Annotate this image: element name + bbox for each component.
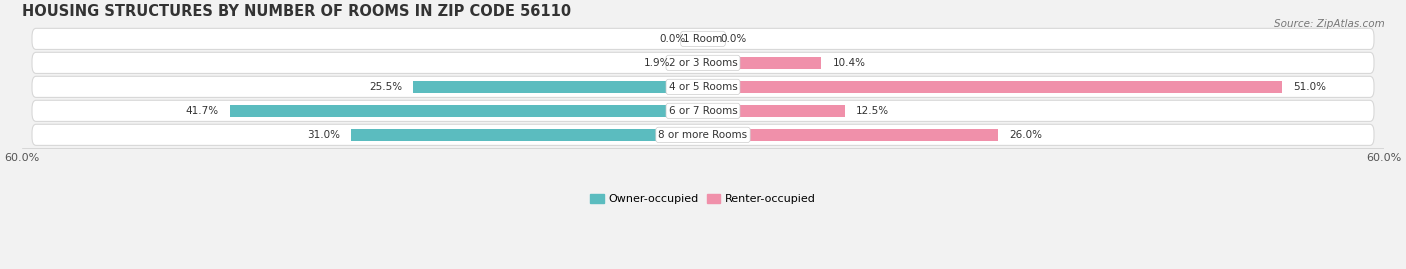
Text: 41.7%: 41.7% bbox=[186, 106, 218, 116]
Text: Source: ZipAtlas.com: Source: ZipAtlas.com bbox=[1274, 19, 1385, 29]
Legend: Owner-occupied, Renter-occupied: Owner-occupied, Renter-occupied bbox=[586, 189, 820, 208]
Text: HOUSING STRUCTURES BY NUMBER OF ROOMS IN ZIP CODE 56110: HOUSING STRUCTURES BY NUMBER OF ROOMS IN… bbox=[21, 4, 571, 19]
Bar bbox=[352, 129, 703, 141]
Text: 4 or 5 Rooms: 4 or 5 Rooms bbox=[669, 82, 737, 92]
FancyBboxPatch shape bbox=[32, 52, 1374, 73]
FancyBboxPatch shape bbox=[32, 76, 1374, 97]
Bar bbox=[703, 129, 998, 141]
Bar bbox=[703, 57, 821, 69]
Text: 51.0%: 51.0% bbox=[1294, 82, 1326, 92]
Text: 8 or more Rooms: 8 or more Rooms bbox=[658, 130, 748, 140]
Text: 1 Room: 1 Room bbox=[683, 34, 723, 44]
FancyBboxPatch shape bbox=[32, 124, 1374, 145]
Text: 6 or 7 Rooms: 6 or 7 Rooms bbox=[669, 106, 737, 116]
Bar bbox=[413, 81, 703, 93]
Text: 26.0%: 26.0% bbox=[1010, 130, 1042, 140]
Text: 1.9%: 1.9% bbox=[644, 58, 671, 68]
Text: 2 or 3 Rooms: 2 or 3 Rooms bbox=[669, 58, 737, 68]
Bar bbox=[703, 81, 1282, 93]
Text: 0.0%: 0.0% bbox=[659, 34, 686, 44]
FancyBboxPatch shape bbox=[32, 100, 1374, 121]
Bar bbox=[229, 105, 703, 117]
Text: 0.0%: 0.0% bbox=[720, 34, 747, 44]
Text: 10.4%: 10.4% bbox=[832, 58, 866, 68]
Text: 31.0%: 31.0% bbox=[307, 130, 340, 140]
Bar bbox=[703, 105, 845, 117]
Text: 12.5%: 12.5% bbox=[856, 106, 890, 116]
FancyBboxPatch shape bbox=[32, 28, 1374, 49]
Bar bbox=[682, 57, 703, 69]
Text: 25.5%: 25.5% bbox=[368, 82, 402, 92]
